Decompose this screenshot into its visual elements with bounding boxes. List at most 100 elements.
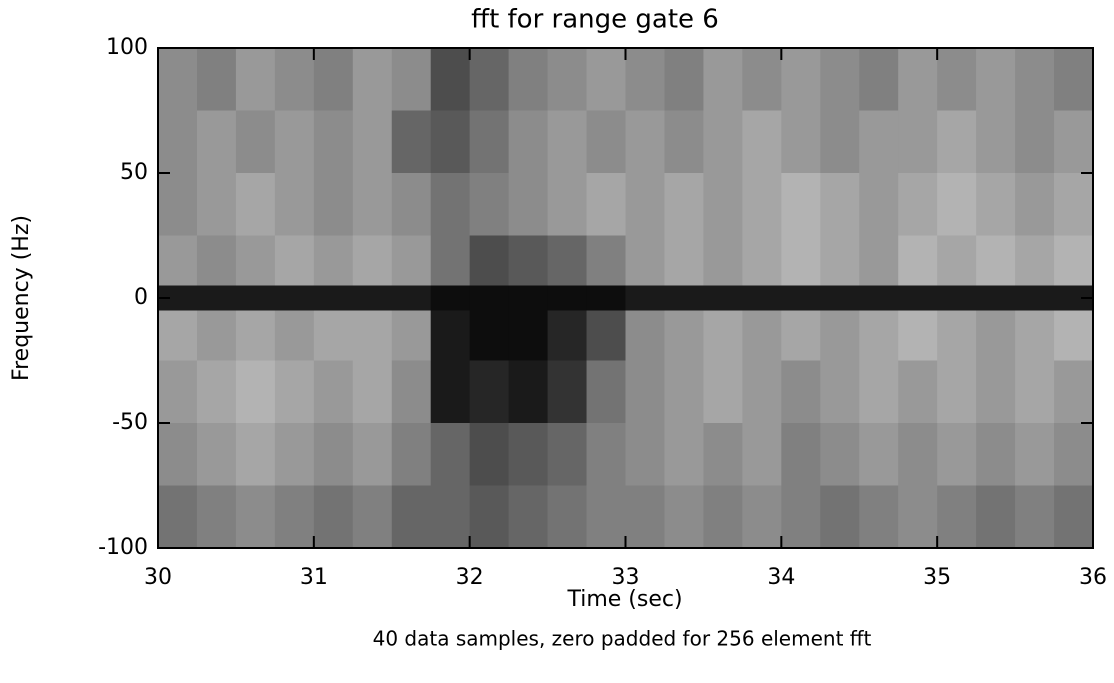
cell [937, 485, 977, 549]
cell [625, 485, 665, 549]
cell [586, 310, 626, 361]
cell [1054, 360, 1094, 424]
cell [274, 485, 315, 549]
cell [820, 485, 860, 549]
cell [352, 310, 393, 361]
cell [586, 173, 626, 236]
cell [469, 285, 510, 311]
footnote: 40 data samples, zero padded for 256 ele… [373, 627, 872, 651]
cell [158, 360, 198, 424]
cell [158, 110, 198, 174]
cell [781, 310, 821, 361]
cell [703, 285, 743, 311]
cell [703, 360, 743, 424]
cell [859, 173, 899, 236]
cell [313, 173, 354, 236]
cell [664, 110, 704, 174]
cell [820, 285, 860, 311]
cell [586, 110, 626, 174]
cell [1015, 110, 1055, 174]
cell [976, 423, 1016, 486]
cell [158, 173, 198, 236]
cell [391, 235, 432, 286]
cell [508, 110, 549, 174]
cell [508, 173, 549, 236]
cell [1054, 235, 1094, 286]
cell [158, 235, 198, 286]
cell [235, 310, 276, 361]
y-tick-label: 0 [134, 285, 148, 310]
cell [898, 360, 938, 424]
cell [352, 110, 393, 174]
cell [898, 173, 938, 236]
cell [781, 285, 821, 311]
cell [235, 235, 276, 286]
cell [430, 173, 471, 236]
cell [781, 360, 821, 424]
cell [391, 48, 432, 111]
cell [1054, 173, 1094, 236]
cell [898, 235, 938, 286]
cell [976, 173, 1016, 236]
cell [547, 423, 588, 486]
cell [158, 485, 198, 549]
cell [625, 310, 665, 361]
y-tick-label: 50 [120, 160, 148, 185]
cell [391, 310, 432, 361]
cell [1054, 310, 1094, 361]
cell [196, 48, 237, 111]
cell [703, 48, 743, 111]
cell [274, 423, 315, 486]
cell [664, 173, 704, 236]
cell [820, 423, 860, 486]
cell [1015, 485, 1055, 549]
cell [625, 285, 665, 311]
cell [703, 173, 743, 236]
cell [196, 360, 237, 424]
cell [976, 310, 1016, 361]
cell [430, 235, 471, 286]
cell [313, 360, 354, 424]
cell [430, 285, 471, 311]
cell [430, 310, 471, 361]
cell [664, 423, 704, 486]
cell [976, 110, 1016, 174]
cell [469, 235, 510, 286]
cell [430, 48, 471, 111]
cell [859, 285, 899, 311]
cell [469, 423, 510, 486]
cell [742, 235, 782, 286]
cell [508, 48, 549, 111]
cell [508, 360, 549, 424]
y-tick-label: -100 [98, 535, 148, 560]
cell [547, 310, 588, 361]
cell [430, 423, 471, 486]
cell [820, 48, 860, 111]
cell [820, 173, 860, 236]
cell [742, 285, 782, 311]
cell [313, 285, 354, 311]
cell [625, 173, 665, 236]
cell [937, 285, 977, 311]
cell [937, 360, 977, 424]
cell [469, 48, 510, 111]
cell [976, 48, 1016, 111]
cell [781, 173, 821, 236]
cell [313, 310, 354, 361]
x-tick-label: 33 [612, 565, 640, 590]
cell [352, 485, 393, 549]
cell [235, 285, 276, 311]
cell [274, 110, 315, 174]
chart-title: fft for range gate 6 [471, 5, 719, 35]
cell [1054, 423, 1094, 486]
cell [859, 235, 899, 286]
cell [158, 48, 198, 111]
cell [547, 173, 588, 236]
cell [820, 235, 860, 286]
x-tick-label: 34 [767, 565, 795, 590]
cell [742, 310, 782, 361]
cell [508, 310, 549, 361]
cell [469, 360, 510, 424]
cell [158, 423, 198, 486]
cell [937, 48, 977, 111]
